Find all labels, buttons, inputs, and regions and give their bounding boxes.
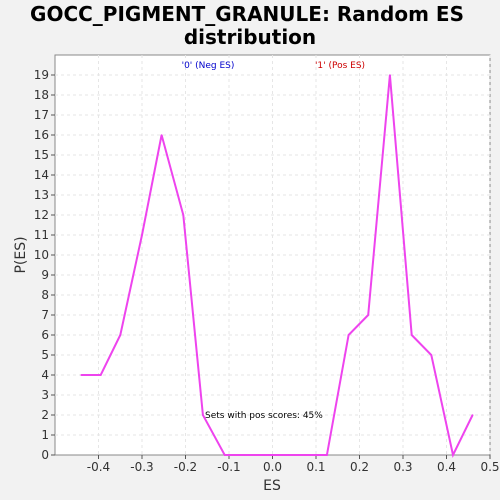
data-point [389, 74, 391, 76]
legend-entry-pos: '1' (Pos ES) [315, 61, 365, 71]
data-point [80, 374, 82, 376]
x-tick-label: -0.2 [174, 460, 197, 474]
data-point [452, 454, 454, 456]
data-point [202, 414, 204, 416]
data-point [326, 454, 328, 456]
y-tick-label: 11 [34, 228, 49, 242]
chart-title-line1: GOCC_PIGMENT_GRANULE: Random ES [30, 2, 464, 26]
legend-entry-neg: '0' (Neg ES) [182, 61, 235, 71]
x-tick-label: 0.2 [350, 460, 369, 474]
data-point [263, 454, 265, 456]
y-tick-label: 2 [41, 408, 49, 422]
y-tick-label: 16 [34, 128, 49, 142]
grid [55, 55, 491, 455]
x-tick-label: 0.5 [480, 460, 499, 474]
data-point [160, 134, 163, 136]
y-tick-label: 8 [41, 288, 49, 302]
data-point [223, 454, 226, 456]
data-point [141, 234, 143, 236]
y-tick-label: 12 [34, 208, 49, 222]
data-point [430, 354, 433, 356]
x-tick-label: -0.4 [87, 460, 110, 474]
data-point [410, 334, 413, 336]
series-layer [80, 74, 474, 459]
y-tick-label: 18 [34, 88, 49, 102]
series-line [81, 74, 474, 459]
data-point [243, 454, 246, 456]
data-point [471, 414, 474, 416]
annotation-pos-scores: Sets with pos scores: 45% [205, 411, 323, 421]
y-tick-label: 13 [34, 188, 49, 202]
y-tick-label: 3 [41, 388, 49, 402]
y-tick-label: 17 [34, 108, 49, 122]
x-tick-label: 0.3 [393, 460, 412, 474]
y-tick-label: 6 [41, 328, 49, 342]
x-tick-label: 0.4 [437, 460, 456, 474]
data-point [99, 374, 102, 376]
y-tick-label: 14 [34, 168, 49, 182]
data-point [282, 454, 285, 456]
y-tick-label: 10 [34, 248, 49, 262]
x-tick-label: -0.1 [217, 460, 240, 474]
y-tick-label: 0 [41, 448, 49, 462]
data-point [182, 214, 185, 216]
chart-title-line2: distribution [184, 25, 316, 49]
x-axis-title: ES [263, 478, 281, 494]
data-point [119, 334, 122, 336]
y-tick-label: 9 [41, 268, 49, 282]
data-point [367, 314, 370, 316]
data-point [347, 334, 350, 336]
x-tick-label: 0.0 [263, 460, 282, 474]
data-point [304, 454, 306, 456]
x-tick-label: 0.1 [306, 460, 325, 474]
y-tick-label: 19 [34, 68, 49, 82]
y-axis-title: P(ES) [13, 236, 29, 273]
y-tick-label: 5 [41, 348, 49, 362]
y-tick-label: 15 [34, 148, 49, 162]
y-tick-label: 1 [41, 428, 49, 442]
y-tick-label: 4 [41, 368, 49, 382]
x-tick-label: -0.3 [130, 460, 153, 474]
y-tick-label: 7 [41, 308, 49, 322]
